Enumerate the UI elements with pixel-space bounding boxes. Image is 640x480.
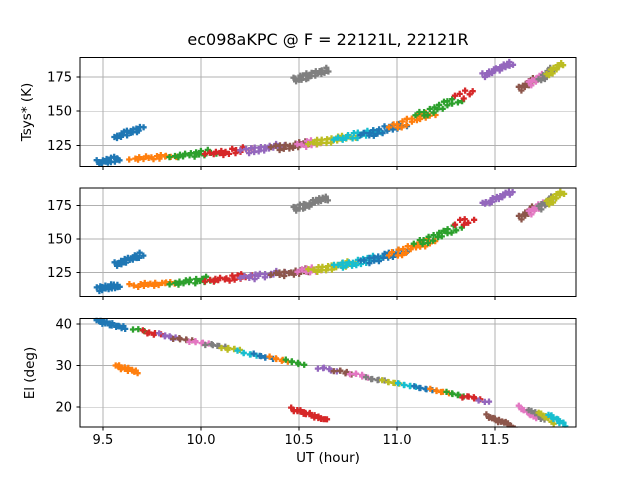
x-tick-label: 9.5 [93,433,114,448]
y-tick-label: 40 [55,318,72,333]
scatter-cluster-green [129,326,148,335]
y-tick-label: 30 [55,359,72,374]
y-tick-label: 150 [47,105,72,120]
scatter-cluster-pink [346,370,366,380]
x-tick-label: 11.5 [481,433,510,448]
scatter-cluster-orange [266,353,285,364]
elevation-frame [79,317,577,428]
x-tick-label: 11.0 [383,433,412,448]
x-tick-label: 10.5 [285,433,314,448]
scatter-cluster-brown [483,411,518,428]
scatter-cluster-blue [93,153,123,167]
scatter-cluster-purple [479,188,516,207]
tsys-22121R-frame [79,187,577,298]
scatter-cluster-green [412,96,466,119]
scatter-cluster-blue [93,317,129,332]
scatter-cluster-olive [543,60,567,79]
tsys-22121L-frame [79,57,577,167]
scatter-cluster-gray [290,193,331,214]
y-tick-label: 20 [55,401,72,416]
scatter-cluster-olive [218,344,238,353]
y-tick-label: 175 [47,199,72,214]
scatter-cluster-red [451,87,476,102]
el-y-axis-label: El (deg) [22,346,38,400]
scatter-cluster-blue [93,281,123,295]
scatter-cluster-olive [535,409,557,427]
scatter-cluster-brown [170,335,190,343]
scatter-cluster-gray [202,341,221,349]
tsys-22121R-scatter [93,188,568,295]
scatter-cluster-cyan [545,411,569,428]
y-tick-label: 175 [47,70,72,85]
scatter-cluster-purple [479,58,517,81]
scatter-cluster-red [139,327,159,337]
y-tick-label: 125 [47,266,72,281]
scatter-cluster-orange [427,385,445,396]
x-tick-label: 10.0 [187,433,216,448]
scatter-cluster-blue [411,383,430,393]
scatter-cluster-gray [362,374,382,383]
scatter-cluster-olive [543,188,568,208]
scatter-cluster-blue [250,350,269,361]
y-tick-label: 150 [47,232,72,247]
tsys-y-axis-label: Tsys* (K) [19,82,35,142]
scatter-cluster-brown [330,367,349,377]
scatter-cluster-pink [186,338,206,346]
scatter-cluster-blue [111,249,147,269]
y-tick-label: 125 [47,139,72,154]
scatter-cluster-gray [290,64,332,85]
tsys-22121R-panel: 125 150 175 [47,187,577,301]
scatter-cluster-cyan [234,347,254,358]
plot-title: ec098aKPC @ F = 22121L, 22121R [187,30,469,49]
scatter-cluster-blue [111,123,147,142]
scatter-cluster-orange [112,362,141,377]
tsys-22121L-scatter [93,58,567,167]
scatter-cluster-red [451,216,478,228]
scatter-cluster-olive [379,377,397,386]
scatter-cluster-red [459,393,478,402]
scatter-cluster-cyan [395,380,413,390]
scatter-cluster-green [282,356,302,368]
elevation-panel: 9.5 10.0 10.5 11.0 11.5 20 30 40 [55,317,577,448]
x-axis-label: UT (hour) [296,450,360,466]
scatter-cluster-purple [475,397,493,405]
elevation-scatter [93,317,569,428]
tsys-22121L-panel: 125 150 175 [47,57,577,170]
scatter-cluster-red [288,404,331,423]
scatter-cluster-purple [156,330,173,340]
scatter-cluster-green [443,388,461,399]
scatter-cluster-purple [314,365,335,374]
